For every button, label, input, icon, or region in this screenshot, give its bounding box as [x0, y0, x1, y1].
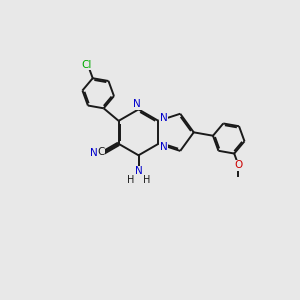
Text: N: N	[89, 148, 97, 158]
Text: H: H	[143, 175, 150, 185]
Text: O: O	[235, 160, 243, 170]
Text: Cl: Cl	[82, 59, 92, 70]
Text: N: N	[134, 99, 141, 109]
Text: C: C	[97, 147, 104, 157]
Text: N: N	[135, 166, 142, 176]
Text: N: N	[160, 142, 168, 152]
Text: H: H	[127, 175, 134, 185]
Text: N: N	[160, 113, 168, 123]
